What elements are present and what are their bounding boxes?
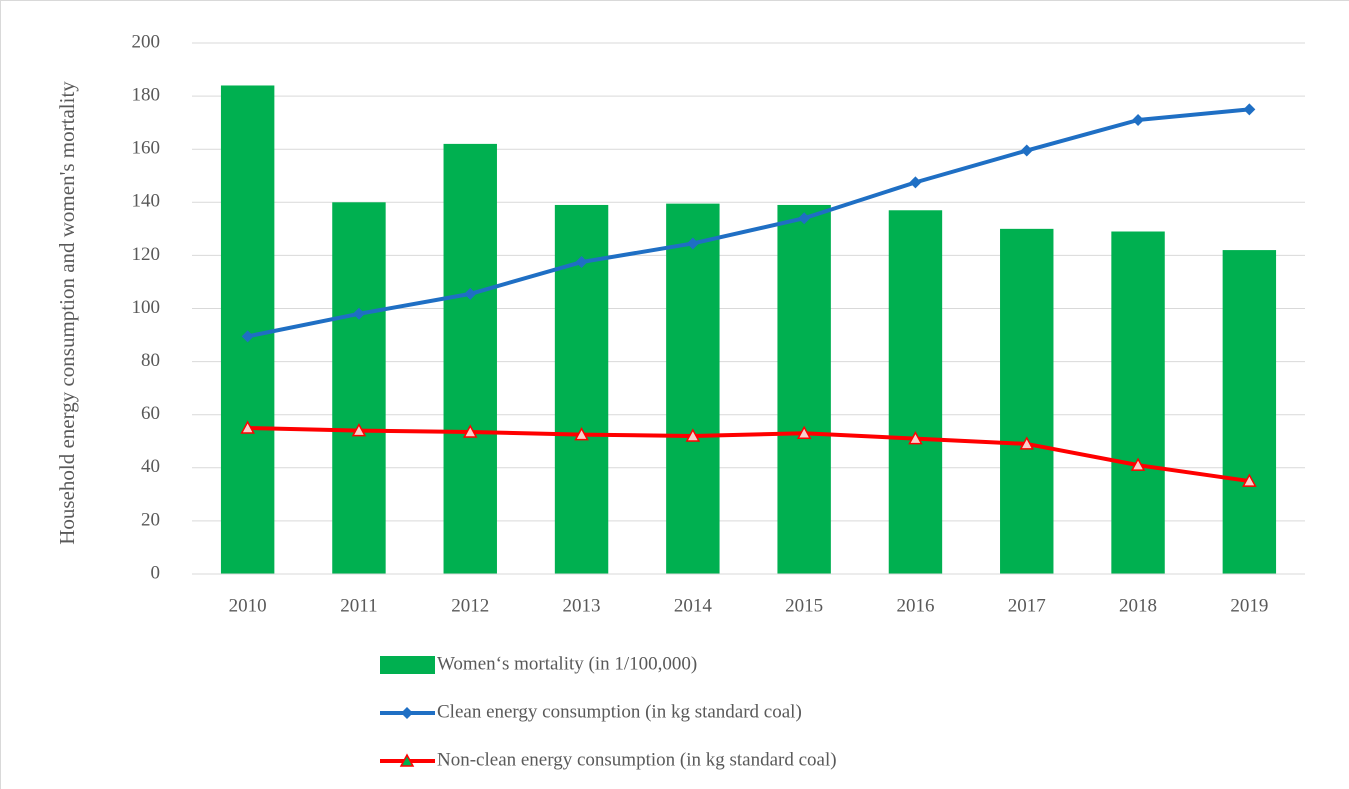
- legend-swatch: [380, 656, 435, 674]
- point: [685, 428, 701, 442]
- bar: [666, 203, 720, 574]
- point: [351, 423, 367, 437]
- legend-marker: [401, 707, 413, 719]
- point: [909, 176, 922, 189]
- point: [1242, 473, 1257, 487]
- legend-marker: [399, 753, 415, 767]
- point: [1243, 103, 1256, 116]
- y-tick-label: 180: [132, 84, 161, 105]
- x-tick-label: 2012: [451, 595, 489, 616]
- x-tick-label: 2017: [1008, 595, 1046, 616]
- y-tick-label: 100: [132, 297, 161, 318]
- point: [464, 287, 477, 300]
- bar: [888, 210, 943, 574]
- x-tick-label: 2019: [1230, 595, 1268, 616]
- y-tick-label: 120: [132, 244, 161, 265]
- point: [796, 425, 812, 440]
- bar: [332, 202, 386, 575]
- bar: [443, 143, 497, 574]
- y-tick-label: 40: [141, 456, 160, 477]
- line: [247, 425, 1250, 484]
- point: [352, 307, 365, 320]
- point: [241, 330, 254, 343]
- legend-label: Non-clean energy consumption (in kg stan…: [437, 749, 837, 770]
- x-tick-label: 2016: [896, 595, 934, 616]
- x-tick-label: 2018: [1119, 595, 1157, 616]
- bar: [1111, 231, 1165, 574]
- y-tick-label: 0: [151, 562, 161, 583]
- y-tick-label: 80: [141, 350, 160, 371]
- x-tick-label: 2013: [563, 595, 601, 616]
- y-tick-label: 60: [141, 403, 160, 424]
- x-tick-label: 2011: [340, 595, 377, 616]
- legend-label: Women‘s mortality (in 1/100,000): [437, 653, 697, 674]
- y-axis-label: Household energy consumption and women's…: [55, 81, 79, 545]
- point: [240, 420, 255, 434]
- y-tick-label: 140: [132, 191, 161, 212]
- y-tick-label: 160: [132, 138, 161, 159]
- point: [1020, 144, 1033, 157]
- x-tick-label: 2015: [785, 595, 823, 616]
- x-tick-label: 2010: [229, 595, 267, 616]
- y-tick-label: 20: [141, 509, 160, 530]
- legend-label: Clean energy consumption (in kg standard…: [437, 701, 802, 722]
- bar: [1000, 228, 1054, 574]
- point: [575, 256, 588, 269]
- point: [798, 212, 811, 225]
- bar: [1222, 250, 1277, 574]
- point: [1132, 113, 1145, 126]
- point: [574, 427, 589, 441]
- point: [908, 431, 923, 445]
- point: [1130, 457, 1146, 471]
- point: [686, 237, 699, 250]
- y-tick-label: 200: [132, 31, 161, 52]
- point: [462, 424, 478, 438]
- bar: [777, 204, 831, 574]
- bar: [220, 85, 275, 574]
- point: [1019, 436, 1035, 450]
- line: [247, 107, 1250, 339]
- x-tick-label: 2014: [674, 595, 713, 616]
